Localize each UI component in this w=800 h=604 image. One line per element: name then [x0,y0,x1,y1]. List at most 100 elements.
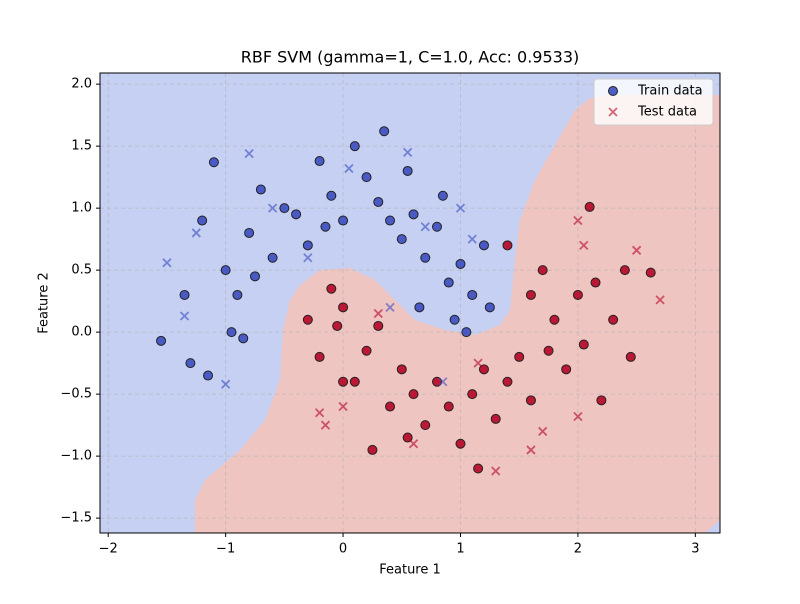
point [467,389,478,400]
point [326,190,337,201]
point [156,335,167,346]
point [226,327,237,338]
point [197,215,208,226]
point [244,227,255,238]
point [373,308,383,319]
point [655,295,665,305]
point [267,252,278,263]
y-axis-label: Feature 2 [37,272,52,334]
point [443,277,454,288]
point [467,289,478,300]
y-tick-label: −1.5 [60,511,92,526]
point [367,444,378,455]
point [438,377,448,387]
x-tick-label: 3 [691,542,699,557]
point [561,364,572,375]
x-tick-label: 1 [456,542,464,557]
point [502,376,513,387]
point [502,240,513,251]
point [526,445,536,455]
point [203,370,214,381]
point [179,289,190,300]
point [361,172,372,183]
legend-label: Test data [637,105,697,120]
point [320,420,331,430]
point [338,401,348,412]
point [408,209,419,220]
point [326,283,337,294]
point [538,426,548,436]
y-tick-label: −1.0 [60,449,92,464]
point [455,203,466,213]
point [361,345,372,356]
point [484,302,495,313]
point [291,209,302,220]
legend [593,78,714,126]
point [408,389,419,400]
point [578,339,589,350]
point [220,265,231,276]
point [619,265,630,276]
point [473,463,484,474]
point [314,351,325,362]
point [645,267,656,278]
point [579,240,589,250]
point [338,215,349,226]
point [478,240,489,251]
point [455,438,466,449]
point [191,228,201,238]
legend-marker [608,107,618,117]
point [349,376,360,387]
y-tick-label: 2.0 [71,77,92,92]
point [385,215,396,226]
point [584,201,595,212]
point [432,376,443,387]
point [179,311,190,321]
point [238,333,249,344]
point [403,147,413,157]
x-axis-label: Feature 1 [379,563,441,578]
point [385,401,396,412]
point [590,277,601,288]
point [596,395,607,406]
point [208,157,219,168]
point [491,466,501,476]
point [467,234,477,244]
point [314,156,325,167]
y-tick-label: 1.0 [71,201,92,216]
x-tick-label: 2 [574,542,582,557]
point [432,221,443,232]
point [302,314,313,325]
x-tick-label: −1 [216,542,235,557]
point [320,221,331,232]
legend-label: Train data [637,84,703,99]
point [302,240,313,251]
point [221,379,231,389]
point [543,345,554,356]
point [373,196,384,207]
point [396,234,407,245]
point [314,408,325,418]
axes-frame [99,72,721,534]
x-tick-label: 0 [339,542,347,557]
point [162,258,172,268]
point [402,165,413,176]
point [408,439,419,449]
chart-title: RBF SVM (gamma=1, C=1.0, Acc: 0.9533) [241,48,579,67]
legend-marker [608,86,618,96]
point [537,265,548,276]
point [232,289,243,300]
point [303,253,313,263]
point [267,203,278,213]
point [349,141,360,152]
point [455,258,466,269]
point [250,271,260,282]
point [344,163,354,174]
point [373,320,384,331]
point [443,401,454,412]
point [420,252,431,263]
point [420,420,431,431]
point [473,358,483,368]
y-tick-label: 0.5 [71,263,92,278]
